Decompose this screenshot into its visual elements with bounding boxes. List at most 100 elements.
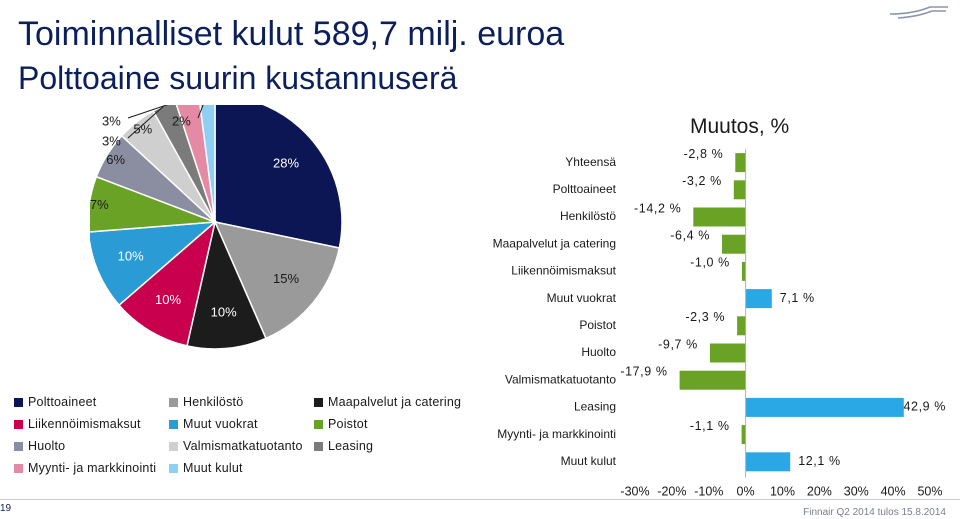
legend-item-5: Poistot: [314, 414, 368, 434]
legend-label: Myynti- ja markkinointi: [28, 461, 157, 475]
legend-label: Muut kulut: [183, 461, 243, 475]
bar-3: [722, 234, 746, 254]
pie-label-1: 15%: [273, 271, 299, 286]
bar-category-label-0: Yhteensä: [565, 155, 616, 169]
legend-swatch: [14, 397, 23, 407]
bar-category-label-2: Henkilöstö: [560, 209, 616, 223]
pie-leader-10: [197, 105, 204, 119]
page-number: 19: [0, 503, 12, 514]
bar-category-label-9: Leasing: [574, 400, 616, 414]
bar-8: [679, 370, 746, 390]
legend-label: Maapalvelut ja catering: [328, 395, 462, 409]
bar-category-label-11: Muut kulut: [561, 454, 617, 468]
bar-6: [737, 316, 746, 336]
pie-label-4: 10%: [118, 249, 144, 264]
pie-label-6: 6%: [106, 152, 125, 167]
legend-item-4: Muut vuokrat: [169, 414, 258, 434]
pie-legend: Polttoaineet Henkilöstö Maapalvelut ja cat…: [14, 392, 484, 484]
bar-11: [745, 452, 791, 472]
bar-value-label-1: -3,2 %: [682, 174, 722, 188]
bar-category-label-1: Polttoaineet: [553, 182, 617, 196]
bar-value-label-8: -17,9 %: [620, 364, 667, 378]
x-tick-label-1: -20%: [657, 485, 686, 499]
bar-value-label-7: -9,7 %: [658, 337, 698, 351]
bar-2: [693, 207, 746, 227]
bar-value-label-0: -2,8 %: [684, 147, 724, 161]
pie-slice-4: [90, 221, 218, 307]
pie-slice-1: [213, 220, 341, 340]
x-tick-label-7: 40%: [881, 485, 906, 499]
x-tick-label-4: 10%: [770, 485, 795, 499]
bar-1: [733, 180, 746, 200]
legend-label: Valmismatkatuotanto: [183, 439, 303, 453]
legend-swatch: [14, 463, 23, 473]
bar-value-label-11: 12,1 %: [798, 454, 841, 468]
legend-item-6: Huolto: [14, 436, 65, 456]
bar-value-label-6: -2,3 %: [685, 310, 725, 324]
bar-value-label-10: -1,1 %: [690, 419, 730, 433]
pie-slice-9: [175, 105, 216, 223]
pie-label-7: 5%: [133, 122, 152, 137]
legend-swatch: [14, 441, 23, 451]
x-tick-label-0: -30%: [620, 485, 649, 499]
x-tick-label-6: 30%: [844, 485, 869, 499]
pie-leader-8: [127, 105, 165, 139]
legend-label: Polttoaineet: [28, 395, 97, 409]
legend-swatch: [314, 397, 323, 407]
bar-value-label-4: -1,0 %: [690, 256, 730, 270]
pie-label-0: 28%: [273, 156, 299, 171]
legend-item-3: Liikennöimismaksut: [14, 414, 141, 434]
x-tick-label-5: 20%: [807, 485, 832, 499]
legend-swatch: [169, 419, 178, 429]
legend-label: Liikennöimismaksut: [28, 417, 141, 431]
legend-item-7: Valmismatkatuotanto: [169, 436, 303, 456]
bar-chart: Yhteensä Polttoaineet Henkilöstö Maapalvelu…: [493, 147, 946, 499]
legend-label: Poistot: [328, 417, 368, 431]
bar-category-label-5: Muut vuokrat: [547, 291, 617, 305]
legend-label: Henkilöstö: [183, 395, 244, 409]
bar-category-label-10: Myynti- ja markkinointi: [497, 427, 616, 441]
bar-category-label-3: Maapalvelut ja catering: [493, 236, 616, 250]
legend-swatch: [169, 463, 178, 473]
legend-item-8: Leasing: [314, 436, 373, 456]
pie-label-9: 3%: [102, 113, 121, 128]
x-tick-label-8: 50%: [917, 485, 942, 499]
bar-value-label-9: 42,9 %: [903, 400, 946, 414]
pie-label-10: 2%: [172, 113, 191, 128]
footer-divider: [0, 499, 960, 500]
bar-category-label-6: Poistot: [579, 318, 616, 332]
pie-label-3: 10%: [155, 292, 181, 307]
legend-item-10: Muut kulut: [169, 458, 243, 478]
legend-swatch: [169, 441, 178, 451]
pie-slice-10: [199, 105, 216, 223]
pie-slice-3: [117, 219, 217, 347]
legend-item-9: Myynti- ja markkinointi: [14, 458, 156, 478]
bar-category-label-7: Huolto: [581, 345, 616, 359]
pie-label-2: 10%: [211, 304, 237, 319]
bar-chart-title: Muutos, %: [690, 115, 790, 138]
bar-7: [709, 343, 746, 363]
finnair-logo-icon: [889, 6, 948, 19]
bar-value-label-3: -6,4 %: [670, 228, 710, 242]
pie-label-5: 7%: [90, 197, 109, 212]
legend-label: Huolto: [28, 439, 66, 453]
bar-5: [745, 289, 772, 309]
bar-category-label-4: Liikennöimismaksut: [511, 264, 616, 278]
bar-value-label-5: 7,1 %: [780, 291, 815, 305]
legend-label: Muut vuokrat: [183, 417, 258, 431]
bar-value-label-2: -14,2 %: [634, 201, 681, 215]
bar-category-label-8: Valmismatkatuotanto: [505, 372, 616, 386]
legend-item-2: Maapalvelut ja catering: [314, 392, 461, 412]
pie-leader-9: [127, 105, 169, 119]
legend-swatch: [169, 397, 178, 407]
legend-item-1: Henkilöstö: [169, 392, 243, 412]
bar-4: [741, 261, 746, 281]
legend-swatch: [314, 419, 323, 429]
legend-swatch: [14, 419, 23, 429]
page-title: Toiminnalliset kulut 589,7 milj. euroa: [18, 15, 565, 53]
legend-item-0: Polttoaineet: [14, 392, 96, 412]
bar-10: [741, 425, 746, 445]
legend-swatch: [314, 441, 323, 451]
pie-label-8: 3%: [102, 133, 121, 148]
bar-0: [735, 153, 746, 173]
